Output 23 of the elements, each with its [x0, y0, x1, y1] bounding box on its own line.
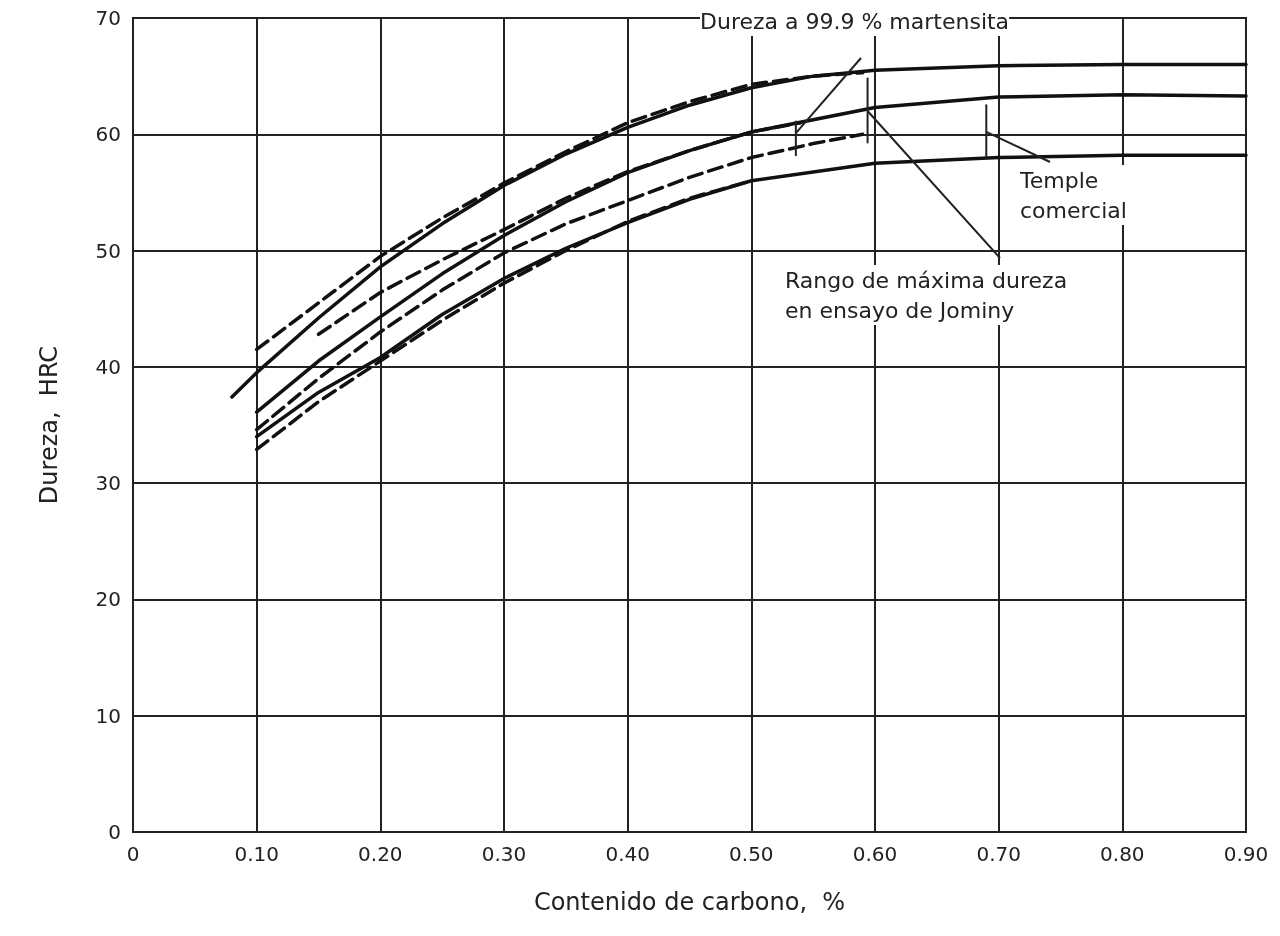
- x-tick-label: 0.90: [1223, 842, 1269, 866]
- y-tick-label: 20: [95, 587, 121, 612]
- x-tick-label: 0: [126, 842, 140, 866]
- x-tick-label: 0.70: [976, 842, 1021, 866]
- y-tick-label: 50: [95, 238, 121, 263]
- y-tick-label: 10: [95, 703, 121, 728]
- x-axis-title: Contenido de carbono, %: [533, 888, 846, 916]
- x-tick-label: 0.80: [1100, 842, 1145, 866]
- y-tick-label: 30: [95, 471, 121, 496]
- annotation: Temple comercial: [1019, 167, 1127, 223]
- annotation: Rango de máxima dureza en ensayo de Jominy: [785, 267, 1068, 323]
- x-tick-label: 0.60: [852, 842, 898, 866]
- x-tick-label: 0.50: [729, 842, 774, 866]
- y-tick-label: 70: [95, 6, 121, 30]
- y-tick-label: 60: [95, 122, 121, 147]
- x-tick-label: 0.10: [234, 842, 279, 866]
- y-tick-label: 40: [95, 354, 121, 379]
- y-tick-label: 0: [108, 820, 121, 844]
- x-tick-label: 0.30: [481, 842, 527, 866]
- x-tick-label: 0.20: [358, 842, 403, 866]
- y-axis-title: Dureza, HRC: [35, 345, 63, 505]
- x-tick-label: 0.40: [605, 842, 650, 866]
- annotation: Dureza a 99.9 % martensita: [700, 8, 1010, 34]
